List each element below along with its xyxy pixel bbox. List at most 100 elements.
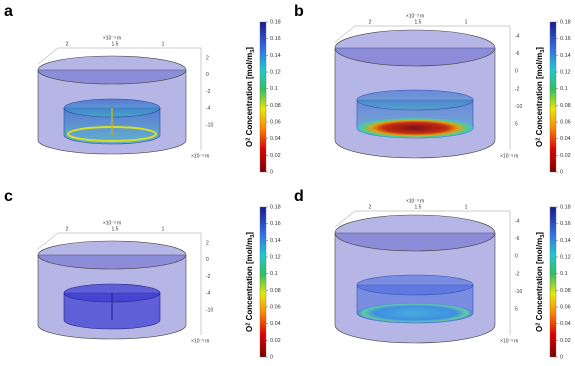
colorbar-title-part: 2: [536, 138, 542, 141]
axis-tick-label: 1: [162, 41, 165, 47]
colorbar-tick-label: 0.18: [270, 204, 281, 210]
colorbar-title: O2 Concentration [mol/m3]: [245, 47, 256, 147]
colorbar-tick-label: 0.18: [270, 19, 281, 25]
panel: c ×10⁻³ m 2 1.5 1 2 0 -2 -4 -10 ×10⁻³ m 0 0.02 0.04 0.…: [4, 188, 281, 360]
colorbar-title-part: O: [245, 326, 254, 332]
colorbar-tick-label: 0.16: [560, 36, 571, 42]
colorbar-title-part: Concentration [mol/m: [535, 238, 544, 323]
axis-tick-label: 2: [66, 226, 69, 232]
colorbar-tick-label: 0.12: [270, 69, 281, 75]
colorbar-title-part: 3: [540, 50, 546, 53]
colorbar-tick-label: 0.06: [560, 304, 571, 310]
axis-tick-label: -10: [515, 289, 522, 295]
outer-cylinder-top: [334, 214, 496, 252]
axis-tick-label: 1: [465, 204, 468, 210]
axis-tick-label: -4: [206, 291, 211, 297]
panel-label: b: [294, 3, 304, 20]
colorbar-title-part: Concentration [mol/m: [245, 53, 254, 138]
axis-tick-label: -4: [515, 33, 520, 39]
axis-tick-label: -2: [206, 89, 211, 95]
colorbar-tick-label: 0.12: [270, 254, 281, 260]
colorbar-tick-label: 0.18: [560, 204, 571, 210]
axis-tick-label: 0: [206, 72, 209, 78]
axis-tick-label: -4: [206, 106, 211, 112]
axis-unit: ×10⁻³ m: [103, 35, 121, 41]
colorbar-title: O2 Concentration [mol/m3]: [535, 232, 546, 332]
colorbar: [259, 21, 267, 173]
colorbar-title-part: 2: [536, 323, 542, 326]
colorbar-title-part: ]: [535, 47, 544, 50]
colorbar-tick-label: 0.08: [560, 103, 571, 109]
outer-cylinder-top: [334, 29, 496, 67]
panel: a ×10⁻³ m 2 1.5 1 2 0 -2 -4 -10 ×10⁻³ m 0 0.02 0.04 0.…: [4, 3, 281, 175]
axis-tick-label: 5: [515, 122, 518, 128]
colorbar-title-part: 3: [250, 235, 256, 238]
colorbar-tick-label: 0.02: [560, 153, 571, 159]
axis-tick-label: -10: [206, 308, 213, 314]
colorbar-tick-label: 0.1: [270, 271, 278, 277]
colorbar-tick-label: 0.02: [270, 338, 281, 344]
axis-tick-label: -2: [206, 274, 211, 280]
colorbar-tick-label: 0.06: [270, 304, 281, 310]
axis-unit: ×10⁻³ m: [103, 220, 121, 226]
colorbar-tick-label: 0.14: [270, 53, 281, 59]
axis-unit: ×10⁻³ m: [406, 13, 424, 19]
colorbar-tick-label: 0.1: [560, 271, 568, 277]
axis-unit: ×10⁻³ m: [500, 338, 518, 344]
axis-tick-label: 2: [206, 240, 209, 246]
colorbar-tick-label: 0.14: [560, 53, 571, 59]
axis-tick-label: 1.5: [112, 41, 119, 47]
outer-cylinder-top: [37, 55, 187, 85]
outer-cylinder-top: [37, 240, 187, 270]
axis-unit: ×10⁻³ m: [500, 153, 518, 159]
axis-line: [37, 47, 59, 65]
colorbar-tick-label: 0: [270, 169, 273, 175]
axis-tick-label: 0: [515, 69, 518, 75]
colorbar-tick-label: 0.16: [560, 221, 571, 227]
colorbar: [549, 206, 557, 358]
panel-label: a: [4, 3, 13, 20]
colorbar-tick-label: 0: [560, 354, 563, 360]
colorbar-title-part: 3: [540, 235, 546, 238]
axis-unit: ×10⁻³ m: [406, 198, 424, 204]
colorbar-tick-label: 0.04: [270, 136, 281, 142]
colorbar-tick-label: 0.08: [270, 288, 281, 294]
axis-line: [334, 25, 356, 43]
axis-tick-label: -10: [206, 123, 213, 129]
colorbar-tick-label: 0.04: [270, 321, 281, 327]
colorbar-title-part: O: [535, 141, 544, 147]
axis-tick-label: 2: [369, 204, 372, 210]
bottom-field: [357, 303, 473, 323]
axis-tick-label: 2: [369, 19, 372, 25]
colorbar-tick-label: 0.08: [270, 103, 281, 109]
colorbar-title-part: ]: [535, 232, 544, 235]
colorbar-tick-label: 0.06: [560, 119, 571, 125]
colorbar-tick-label: 0.06: [270, 119, 281, 125]
inner-cylinder-top: [356, 274, 474, 296]
colorbar-tick-label: 0.02: [270, 153, 281, 159]
axis-tick-label: -2: [515, 271, 520, 277]
axis-unit: ×10⁻³ m: [191, 153, 209, 159]
colorbar-tick-label: 0.1: [270, 86, 278, 92]
colorbar-tick-label: 0.1: [560, 86, 568, 92]
colorbar-tick-label: 0.04: [560, 136, 571, 142]
panel: b ×10⁻³ m 2 1.5 1 -4 -6 0 -2 -10 5 ×10⁻³ m 0 0.02 0.04…: [294, 3, 571, 175]
colorbar: [549, 21, 557, 173]
panel-label: d: [294, 188, 304, 205]
colorbar-title: O2 Concentration [mol/m3]: [245, 232, 256, 332]
colorbar-tick-label: 0.16: [270, 36, 281, 42]
bottom-field: [357, 118, 473, 138]
colorbar-tick-label: 0.04: [560, 321, 571, 327]
axis-line: [334, 210, 356, 228]
axis-tick-label: -6: [515, 51, 520, 57]
colorbar-tick-label: 0.14: [270, 238, 281, 244]
colorbar-tick-label: 0.02: [560, 338, 571, 344]
panel: d ×10⁻³ m 2 1.5 1 -4 -6 0 -2 -10 5 ×10⁻³ m 0 0.02 0.04…: [294, 188, 571, 360]
colorbar-tick-label: 0: [270, 354, 273, 360]
colorbar-tick-label: 0.18: [560, 19, 571, 25]
axis-tick-label: 1.5: [415, 204, 422, 210]
axis-tick-label: -2: [515, 86, 520, 92]
colorbar-tick-label: 0.16: [270, 221, 281, 227]
colorbar-tick-label: 0: [560, 169, 563, 175]
